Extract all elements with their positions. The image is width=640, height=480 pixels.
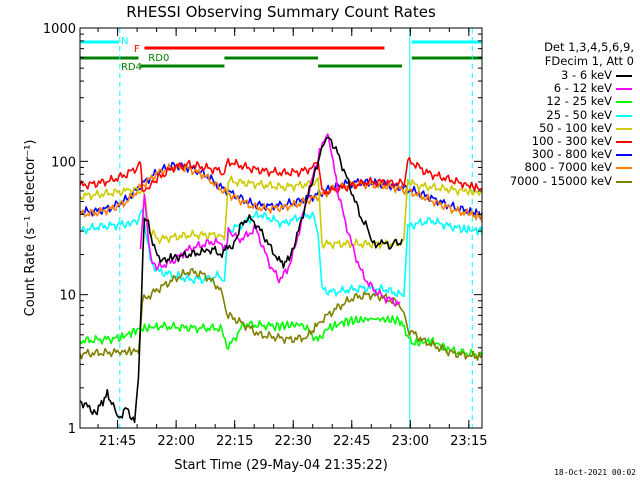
legend-entry: 6 - 12 keV <box>553 81 612 96</box>
legend-swatch <box>616 88 632 91</box>
legend-entry: 800 - 7000 keV <box>524 160 612 175</box>
x-tick-label: 22:45 <box>333 434 370 449</box>
series-line <box>79 315 483 361</box>
legend-entry: 300 - 800 keV <box>531 147 612 162</box>
legend-swatch <box>616 114 632 117</box>
legend-header-line2: FDecim 1, Att 0 <box>544 54 634 68</box>
x-axis-label: Start Time (29-May-04 21:35:22) <box>174 458 388 473</box>
x-tick-label: 22:15 <box>216 434 253 449</box>
series-line <box>79 267 483 361</box>
legend-swatch <box>616 141 632 143</box>
x-tick-label: 23:15 <box>450 434 487 449</box>
flag-N-label: N <box>121 36 128 47</box>
x-tick-label: 22:30 <box>274 434 311 449</box>
footer-timestamp: 18-Oct-2021 00:02 <box>554 468 636 477</box>
y-tick-label: 10 <box>59 289 76 304</box>
series-line <box>79 161 483 220</box>
chart-title: RHESSI Observing Summary Count Rates <box>126 3 436 21</box>
legend-entry: 50 - 100 keV <box>539 120 612 135</box>
legend-swatch <box>616 127 632 130</box>
flag-RD0-label: RD0 <box>148 53 169 64</box>
legend-entry: 7000 - 15000 keV <box>509 173 612 188</box>
legend-entry: 12 - 25 keV <box>546 94 612 109</box>
legend-swatch <box>616 154 632 157</box>
legend-swatch <box>616 167 632 170</box>
flag-RD4-label: RD4 <box>121 62 142 73</box>
legend-swatch <box>616 101 632 104</box>
series-line <box>79 162 483 223</box>
legend-entry: 25 - 50 keV <box>546 107 612 122</box>
plot-frame <box>79 27 483 429</box>
legend-header-line1: Det 1,3,4,5,6,9, <box>544 40 634 54</box>
legend-swatch <box>616 75 632 77</box>
y-axis-label: Count Rate (s⁻¹ detector⁻¹) <box>23 140 38 317</box>
x-tick-label: 23:00 <box>392 434 429 449</box>
series-line <box>79 156 483 196</box>
y-tick-label: 1 <box>68 422 76 437</box>
legend-entry: 100 - 300 keV <box>531 134 612 148</box>
series-line <box>79 136 403 424</box>
x-tick-label: 21:45 <box>99 434 136 449</box>
x-tick-label: 22:00 <box>157 434 194 449</box>
legend-entry: 3 - 6 keV <box>561 68 612 82</box>
y-tick-label: 1000 <box>43 22 76 37</box>
flag-F-label: F <box>134 44 140 55</box>
legend-swatch <box>616 180 632 183</box>
y-tick-label: 100 <box>51 155 76 170</box>
series-line <box>79 208 483 298</box>
